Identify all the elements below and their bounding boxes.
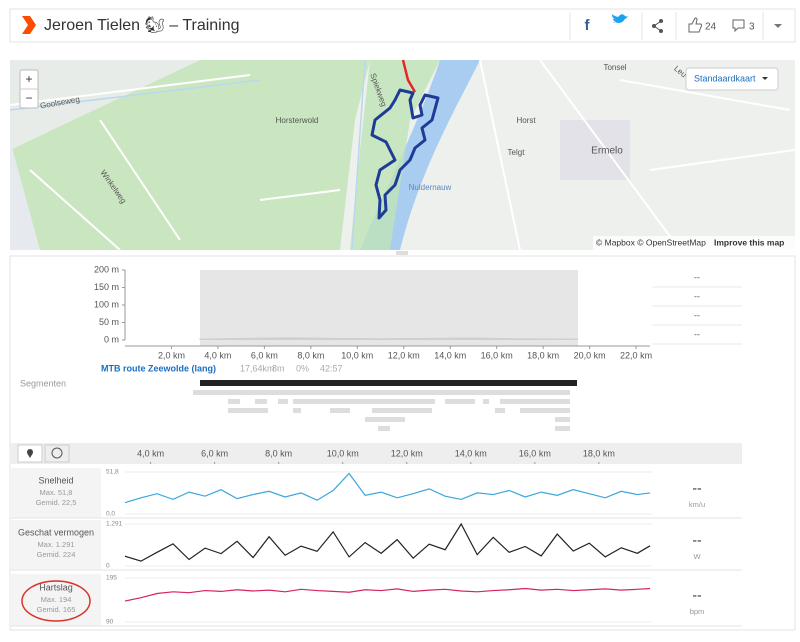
x-tick-label: 14,0 km [455, 448, 487, 458]
stream-current: -- [692, 587, 702, 603]
layer-select[interactable] [685, 67, 779, 91]
x-tick-label: 18,0 km [583, 448, 615, 458]
y-tick-label: 0,0 [106, 511, 115, 518]
map-label: Horst [516, 116, 536, 125]
x-tick-label: 2,0 km [158, 350, 185, 360]
stream-label-cell [10, 468, 101, 518]
x-tick-label: 12,0 km [391, 448, 423, 458]
time-mode-button[interactable] [44, 444, 70, 463]
y-tick-label: 100 m [94, 299, 119, 309]
map-label: Telgt [508, 148, 526, 157]
stream-label-cell [10, 574, 101, 626]
more-menu[interactable] [774, 24, 782, 28]
segment-grade: 0% [296, 363, 309, 373]
x-tick-label: 8,0 km [265, 448, 292, 458]
comment-icon[interactable] [732, 19, 745, 33]
segment-elevation: 8m [272, 363, 285, 373]
x-tick-label: 6,0 km [201, 448, 228, 458]
y-tick-label: 50 m [99, 317, 119, 327]
stream-max: Max. 1.291 [37, 540, 74, 549]
resize-handle[interactable] [396, 251, 408, 255]
x-tick-label: 6,0 km [251, 350, 278, 360]
segment-bars [193, 380, 577, 431]
x-tick-label: 20,0 km [574, 350, 606, 360]
stream-current: -- [692, 532, 702, 548]
map-label: Ermelo [591, 146, 623, 157]
x-tick-label: 18,0 km [527, 350, 559, 360]
segments-label: Segmenten [20, 378, 66, 388]
stream-current: -- [692, 480, 702, 496]
stream-name: Hartslag [39, 582, 73, 592]
map-label: Nuldernauw [409, 183, 452, 192]
y-tick-label: 0 m [104, 334, 119, 344]
stream-unit: W [693, 552, 701, 561]
activity-title: Jeroen Tielen 🐿 – Training [44, 16, 240, 34]
stream-avg: Gemid. 165 [37, 605, 76, 614]
stream-avg: Gemid. 22,5 [36, 498, 77, 507]
stream-unit: km/u [689, 500, 705, 509]
x-tick-label: 14,0 km [434, 350, 466, 360]
segment-distance: 17,64km [240, 363, 275, 373]
improve-map-link[interactable]: Improve this map [714, 237, 784, 247]
kudos-icon[interactable] [688, 17, 702, 33]
kudos-count[interactable]: 24 [705, 22, 717, 33]
pin-icon [27, 453, 33, 458]
elevation-readout: -- [694, 310, 700, 320]
stream-max: Max. 194 [41, 595, 72, 604]
stream-max: Max. 51,8 [40, 488, 73, 497]
x-tick-label: 22,0 km [620, 350, 652, 360]
y-tick-label: 200 m [94, 264, 119, 274]
x-tick-label: 16,0 km [519, 448, 551, 458]
x-tick-label: 12,0 km [388, 350, 420, 360]
stream-label-cell [10, 520, 101, 570]
y-tick-label: 150 m [94, 282, 119, 292]
clock-icon [51, 447, 63, 459]
y-tick-label: 90 [106, 619, 114, 626]
x-tick-label: 8,0 km [297, 350, 324, 360]
x-tick-label: 4,0 km [204, 350, 231, 360]
x-tick-label: 4,0 km [137, 448, 164, 458]
stream-line [124, 587, 651, 602]
share-button[interactable] [652, 19, 663, 33]
y-tick-label: 1.291 [106, 521, 123, 528]
strava-chevron [22, 16, 36, 34]
stream-unit: bpm [690, 607, 705, 616]
elevation-area [199, 337, 578, 340]
x-tick-label: 10,0 km [341, 350, 373, 360]
facebook-share[interactable]: f [585, 17, 591, 34]
twitter-share[interactable] [612, 14, 628, 23]
segment-time: 42:57 [320, 363, 343, 373]
segment-highlight [200, 270, 578, 346]
readout-column [652, 262, 742, 346]
map-label: Tonsel [603, 63, 626, 72]
comment-count[interactable]: 3 [749, 22, 755, 33]
map-label: Horsterwold [276, 116, 319, 125]
stream-avg: Gemid. 224 [37, 550, 76, 559]
zoom-in[interactable]: + [25, 72, 32, 86]
stream-line [124, 472, 651, 504]
stream-toolbar [10, 443, 742, 464]
stream-line [124, 522, 651, 562]
elevation-readout: -- [694, 329, 700, 339]
y-tick-label: 195 [106, 575, 117, 582]
stream-name: Geschat vermogen [18, 527, 94, 537]
zoom-out[interactable]: − [25, 91, 32, 105]
x-tick-label: 10,0 km [327, 448, 359, 458]
segment-name[interactable]: MTB route Zeewolde (lang) [101, 363, 216, 373]
header-bar [9, 8, 796, 43]
layer-label[interactable]: Standaardkaart [694, 73, 756, 83]
x-tick-label: 16,0 km [481, 350, 513, 360]
stream-name: Snelheid [38, 475, 73, 485]
elevation-readout: -- [694, 272, 700, 282]
map-attribution: © Mapbox © OpenStreetMap [596, 237, 706, 247]
y-tick-label: 51,8 [106, 469, 119, 476]
elevation-readout: -- [694, 291, 700, 301]
map [9, 59, 796, 251]
highlight-circle [21, 580, 91, 622]
y-tick-label: 0 [106, 563, 110, 570]
